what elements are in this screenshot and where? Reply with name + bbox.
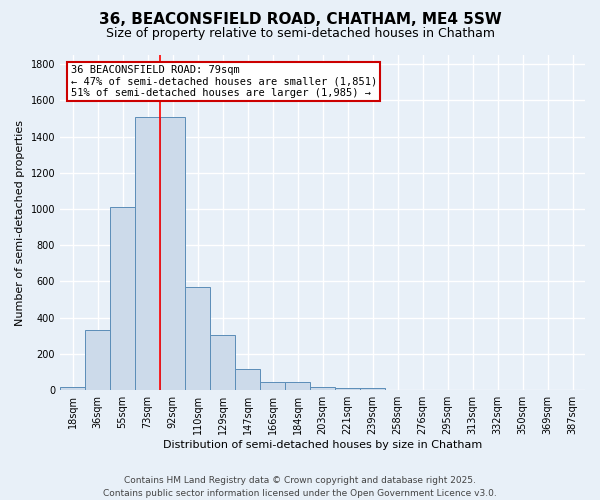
Bar: [260, 382, 285, 390]
Bar: [310, 387, 335, 390]
Bar: [85, 330, 110, 390]
Bar: [285, 382, 310, 390]
Bar: [160, 116, 185, 390]
Text: 36 BEACONSFIELD ROAD: 79sqm
← 47% of semi-detached houses are smaller (1,851)
51: 36 BEACONSFIELD ROAD: 79sqm ← 47% of sem…: [71, 65, 377, 98]
Bar: [210, 335, 235, 390]
Bar: [185, 287, 210, 390]
Bar: [235, 370, 260, 390]
Text: 36, BEACONSFIELD ROAD, CHATHAM, ME4 5SW: 36, BEACONSFIELD ROAD, CHATHAM, ME4 5SW: [98, 12, 502, 28]
Bar: [110, 207, 135, 390]
X-axis label: Distribution of semi-detached houses by size in Chatham: Distribution of semi-detached houses by …: [163, 440, 482, 450]
Bar: [335, 388, 360, 390]
Bar: [60, 388, 85, 390]
Text: Size of property relative to semi-detached houses in Chatham: Size of property relative to semi-detach…: [106, 28, 494, 40]
Bar: [360, 388, 385, 390]
Bar: [135, 116, 160, 390]
Y-axis label: Number of semi-detached properties: Number of semi-detached properties: [15, 120, 25, 326]
Text: Contains HM Land Registry data © Crown copyright and database right 2025.
Contai: Contains HM Land Registry data © Crown c…: [103, 476, 497, 498]
